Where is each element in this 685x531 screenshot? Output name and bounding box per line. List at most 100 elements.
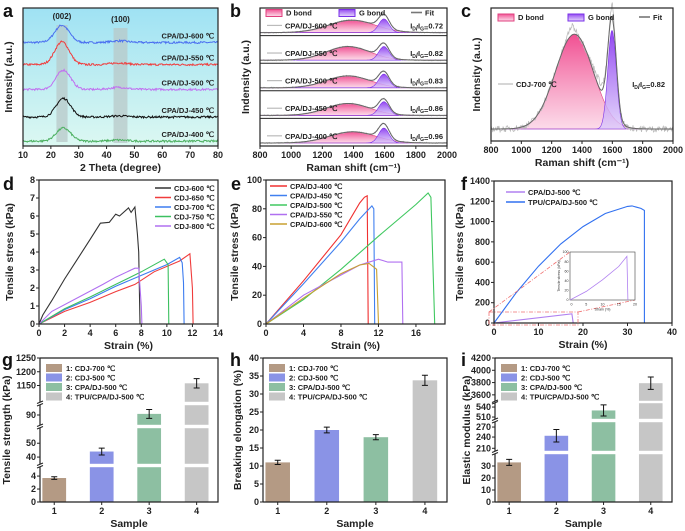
x-tick-label: 4 — [648, 506, 653, 516]
x-tick-label: 1600 — [602, 145, 622, 155]
xrd-curve — [22, 68, 219, 92]
y-tick-label: 100 — [247, 175, 262, 185]
legend-swatch — [46, 373, 62, 382]
y-tick-label: 6 — [30, 211, 35, 221]
y-tick-label: 20 — [252, 290, 262, 300]
peak-annotation: (002) — [53, 12, 72, 21]
x-tick-label: 30 — [622, 327, 632, 337]
series-label: CPA/DJ-500 ℃ — [162, 78, 215, 87]
ratio-part: D — [412, 82, 416, 88]
shaded-band — [113, 28, 128, 143]
y-tick-label: 1200 — [16, 367, 36, 377]
series-line — [38, 205, 141, 325]
ratio-part: = — [424, 106, 429, 115]
x-tick-label: 6 — [113, 328, 118, 338]
panel-label: e — [231, 174, 241, 194]
y-axis-label: Elastic modulus (kPa) — [461, 375, 473, 484]
inset-series-line — [569, 255, 629, 301]
bar — [544, 435, 569, 502]
legend-label: CPA/DJ-500 ℃ — [528, 188, 581, 197]
panel-a: a 2 Theta (degree) Intensity (a.u.) (002) (1… — [3, 1, 223, 174]
legend-label: CDJ-700 ℃ — [174, 203, 215, 212]
zoom-region-box — [488, 311, 579, 326]
sample-label: CPA/DJ-450 ℃ — [285, 104, 338, 113]
legend-label: CDJ-750 ℃ — [174, 213, 215, 222]
series-line — [38, 258, 170, 325]
legend-label: G bond — [359, 9, 386, 18]
y-axis-label: Intensity (a.u.) — [3, 41, 15, 112]
axis-break-mark — [491, 399, 499, 403]
x-tick-label: 2 — [324, 506, 329, 516]
bar — [363, 437, 389, 502]
y-tick-label: 1200 — [470, 196, 490, 206]
x-tick-label: 1400 — [343, 150, 363, 160]
y-tick-label: 400 — [475, 277, 490, 287]
ratio-part: 0.86 — [428, 104, 443, 113]
legend-label: 3: CPA/DJ-500 ℃ — [289, 383, 351, 392]
y-axis-label: Indensity (a.u.) — [471, 37, 483, 111]
legend-label: 3: CPA/DJ-500 ℃ — [66, 383, 128, 392]
fit-curve — [260, 42, 447, 61]
ratio-part: 0.82 — [428, 49, 443, 58]
legend-label: 1: CDJ-700 ℃ — [66, 364, 116, 373]
y-tick-label: 25 — [249, 407, 259, 417]
x-tick-label: 4 — [422, 506, 427, 516]
inset-x-tick-label: 15 — [617, 303, 621, 307]
ratio-part: I — [418, 21, 420, 30]
bar — [412, 380, 438, 502]
legend-label: Fit — [425, 9, 435, 18]
y-axis-label: Indensity (a.u.) — [240, 40, 252, 114]
x-tick-label: 0 — [36, 328, 41, 338]
sample-label: CPA/DJ-400 ℃ — [285, 132, 338, 141]
series-label: CPA/DJ-550 ℃ — [162, 54, 215, 63]
x-tick-label: 1600 — [375, 150, 395, 160]
fit-curve — [260, 70, 447, 89]
legend-label: 2: CDJ-500 ℃ — [521, 374, 571, 383]
axis-break-gap — [496, 400, 671, 404]
x-tick-label: 40 — [102, 150, 112, 160]
inset-x-tick-label: 0 — [571, 303, 573, 307]
y-tick-label: 0 — [485, 318, 490, 328]
x-tick-label: 3 — [147, 506, 152, 516]
x-tick-label: 800 — [252, 150, 267, 160]
id-ig-ratio: ID/IG=0.72 — [410, 21, 443, 32]
axis-break-gap — [496, 418, 671, 423]
inset-y-tick-label: 100 — [563, 250, 569, 254]
series-line — [265, 205, 376, 325]
ratio-part: = — [424, 51, 429, 60]
x-tick-label: 4 — [301, 328, 306, 338]
bar — [89, 451, 114, 502]
id-ig-ratio: ID/IG=0.82 — [410, 49, 443, 60]
bar — [184, 383, 209, 502]
axis-break-mark — [36, 462, 44, 466]
y-tick-label: 270 — [476, 422, 491, 432]
y-axis-label: Tensile strength (kPa) — [1, 376, 13, 485]
x-tick-label: 4 — [88, 328, 93, 338]
y-tick-label: 1000 — [470, 217, 490, 227]
legend-swatch — [269, 373, 285, 382]
ratio-part: / — [416, 134, 419, 143]
panel-b: b Raman shift (cm⁻¹) Indensity (a.u.) CPA/D… — [230, 1, 457, 174]
y-axis-label: Tensile stress (kPa) — [454, 203, 466, 301]
legend-swatch — [46, 383, 62, 391]
series-line — [265, 262, 380, 325]
y-tick-label: 540 — [476, 402, 491, 412]
legend-swatch-g-band — [567, 13, 585, 22]
y-tick-label: 4000 — [471, 365, 491, 375]
legend-swatch — [46, 364, 62, 372]
inset-y-tick-label: 0 — [567, 298, 569, 302]
ratio-part: / — [416, 106, 419, 115]
ratio-part: G — [420, 137, 424, 143]
y-tick-label: 0 — [486, 497, 491, 507]
error-bar — [506, 458, 513, 466]
x-tick-label: 20 — [578, 327, 588, 337]
fit-curve — [260, 122, 447, 144]
legend-swatch-g-band — [338, 9, 356, 17]
ratio-part: D — [412, 137, 416, 143]
legend-label: G bond — [588, 13, 615, 22]
y-tick-label: 1250 — [16, 353, 36, 363]
axis-break-gap — [41, 401, 217, 406]
bar — [137, 413, 162, 502]
x-tick-label: 3 — [601, 506, 606, 516]
ratio-part: I — [418, 104, 420, 113]
